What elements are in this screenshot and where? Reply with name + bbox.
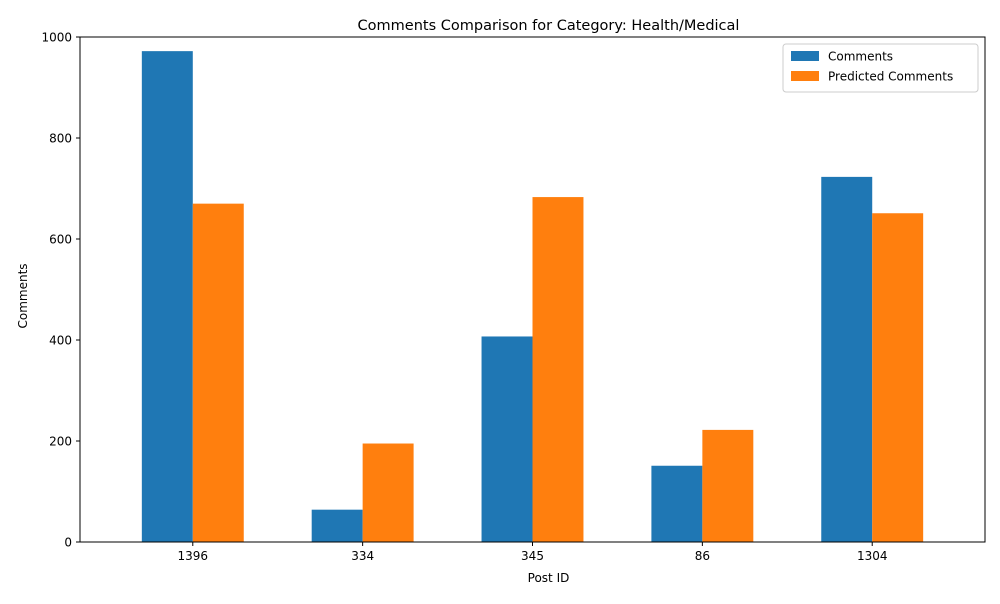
legend-swatch-comments <box>791 51 819 61</box>
y-axis-label: Comments <box>16 263 30 328</box>
legend: Comments Predicted Comments <box>782 43 979 93</box>
x-tick-label: 1396 <box>178 549 209 563</box>
y-tick-label: 200 <box>49 435 72 449</box>
bar-comments-1396 <box>141 51 193 542</box>
bar-predicted-comments-1304 <box>872 213 924 542</box>
bar-comments-345 <box>481 336 533 542</box>
chart-title: Comments Comparison for Category: Health… <box>358 18 740 34</box>
x-tick-label: 345 <box>521 549 544 563</box>
x-tick-label: 334 <box>351 549 374 563</box>
y-tick-label: 0 <box>64 536 72 550</box>
bar-predicted-comments-334 <box>362 443 414 542</box>
bar-comments-86 <box>651 465 703 542</box>
y-tick-label: 800 <box>49 132 72 146</box>
legend-box <box>782 43 979 93</box>
y-tick-label: 600 <box>49 233 72 247</box>
legend-label: Comments <box>828 50 893 64</box>
y-tick-label: 1000 <box>41 31 72 45</box>
legend-swatch-predicted-comments <box>791 71 819 81</box>
bar-comments-334 <box>311 509 363 542</box>
bar-predicted-comments-86 <box>702 429 754 542</box>
bar-comments-1304 <box>821 176 873 542</box>
x-tick-label: 86 <box>695 549 710 563</box>
x-axis-label: Post ID <box>528 571 570 585</box>
plot-area: 0 200 400 600 800 1000 1396 334 345 86 1304 <box>41 31 986 563</box>
x-tick-label: 1304 <box>857 549 888 563</box>
bar-predicted-comments-345 <box>532 197 584 542</box>
legend-label: Predicted Comments <box>828 70 953 84</box>
bar-predicted-comments-1396 <box>192 203 244 542</box>
y-tick-label: 400 <box>49 334 72 348</box>
